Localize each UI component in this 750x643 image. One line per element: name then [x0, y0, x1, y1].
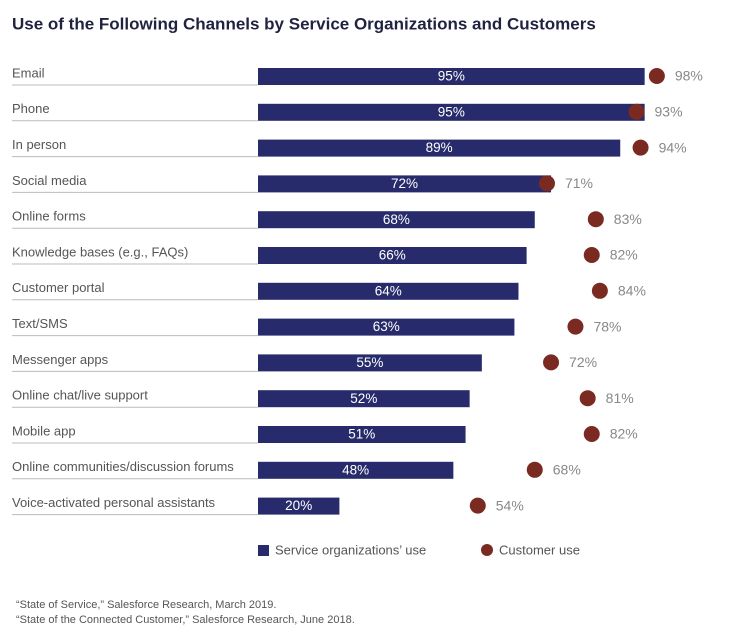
dot: [469, 497, 486, 514]
category-label: In person: [12, 137, 66, 152]
dot-label: 94%: [659, 139, 687, 155]
legend-label: Service organizations’ use: [275, 542, 426, 557]
chart-title: Use of the Following Channels by Service…: [12, 14, 596, 33]
bar: [258, 354, 482, 372]
bar: [258, 390, 470, 408]
category-label: Online forms: [12, 209, 86, 224]
dot: [648, 68, 665, 84]
bar-label: 20%: [285, 498, 312, 513]
bar-label: 55%: [356, 355, 383, 370]
dot: [538, 175, 555, 192]
dot: [632, 139, 649, 156]
bar: [258, 211, 535, 229]
footnote: “State of the Connected Customer,” Sales…: [16, 614, 355, 626]
bar-label: 66%: [379, 248, 406, 263]
category-label: Email: [12, 65, 45, 80]
dot: [543, 354, 560, 371]
dot-label: 54%: [496, 497, 524, 513]
bar: [258, 426, 466, 443]
dot: [526, 461, 543, 478]
dot: [587, 211, 604, 228]
dot-label: 72%: [569, 354, 597, 370]
bar-label: 52%: [350, 391, 377, 406]
bar: [258, 247, 527, 264]
category-label: Customer portal: [12, 280, 105, 295]
category-label: Online chat/live support: [12, 388, 148, 403]
category-label: Mobile app: [12, 423, 76, 438]
bar-label: 89%: [426, 140, 453, 155]
category-label: Voice-activated personal assistants: [12, 495, 216, 510]
bar: [258, 103, 645, 121]
bar: [258, 318, 515, 336]
bar: [258, 139, 621, 157]
bar: [258, 282, 519, 300]
bar-label: 95%: [438, 104, 465, 119]
dot-label: 68%: [553, 462, 581, 478]
dot-label: 78%: [593, 318, 621, 334]
bar-label: 72%: [391, 176, 418, 191]
bar: [258, 461, 454, 479]
footnote: “State of Service,” Salesforce Research,…: [16, 599, 276, 611]
dot: [583, 247, 600, 263]
dot-label: 82%: [610, 247, 638, 263]
dot: [628, 103, 645, 120]
legend-swatch: [481, 544, 493, 556]
dot-label: 93%: [655, 104, 683, 120]
dot: [583, 426, 600, 442]
dot-label: 98%: [675, 68, 703, 84]
dot-label: 84%: [618, 283, 646, 299]
legend-label: Customer use: [499, 542, 580, 557]
category-label: Phone: [12, 101, 50, 116]
dot-label: 83%: [614, 211, 642, 227]
category-label: Online communities/discussion forums: [12, 459, 234, 474]
legend-swatch: [258, 545, 269, 556]
dot-label: 82%: [610, 426, 638, 442]
category-label: Knowledge bases (e.g., FAQs): [12, 244, 188, 259]
bar-label: 95%: [438, 69, 465, 84]
bar: [258, 175, 552, 193]
bar-label: 48%: [342, 462, 369, 477]
bar-label: 51%: [348, 427, 375, 442]
category-label: Text/SMS: [12, 316, 68, 331]
category-label: Social media: [12, 173, 87, 188]
bar-label: 63%: [373, 319, 400, 334]
dot: [567, 318, 584, 335]
bar-label: 64%: [375, 283, 402, 298]
dot: [591, 282, 608, 299]
bar-label: 68%: [383, 212, 410, 227]
category-label: Messenger apps: [12, 352, 109, 367]
dot-label: 71%: [565, 175, 593, 191]
dot: [579, 390, 596, 407]
bar: [258, 497, 340, 515]
dot-label: 81%: [606, 390, 634, 406]
bar: [258, 68, 645, 85]
